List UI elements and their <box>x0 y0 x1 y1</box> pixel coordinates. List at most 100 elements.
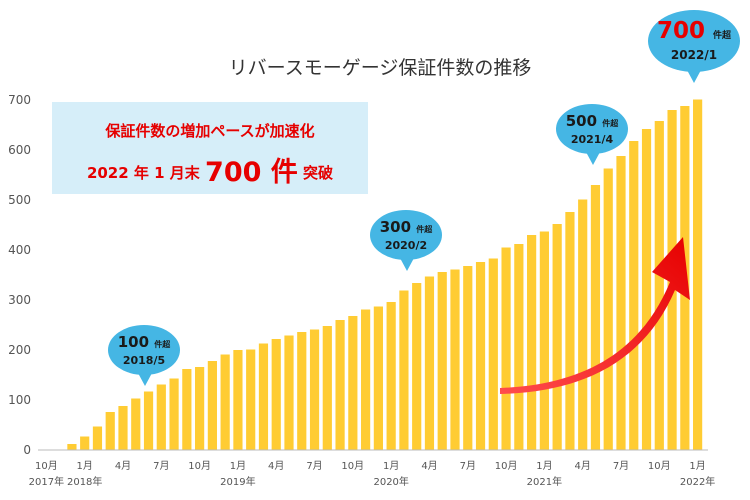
callout-date: 2020/2 <box>384 239 428 252</box>
callout-date: 2022/1 <box>670 48 718 62</box>
bar <box>322 326 332 450</box>
x-tick-label: 4月 <box>268 460 284 472</box>
bar <box>590 185 601 450</box>
bar <box>552 224 562 450</box>
x-tick-label: 7月 <box>153 460 169 472</box>
bar <box>258 343 269 450</box>
bar <box>641 129 652 450</box>
bar <box>297 332 307 450</box>
bar <box>348 316 358 450</box>
bar <box>118 406 128 450</box>
bar <box>105 412 115 450</box>
promo-suffix: 突破 <box>303 164 334 182</box>
x-tick-label: 1月 <box>536 460 552 472</box>
x-tick-label: 4月 <box>115 460 131 472</box>
bar <box>565 212 575 450</box>
y-axis: 0 100 200 300 400 500 600 700 <box>8 93 31 457</box>
promo-milestone: 2022 年 1 月末 700 件 突破 <box>52 150 368 189</box>
x-tick-label: 7月 <box>306 460 322 472</box>
callout-date: 2021/4 <box>570 133 614 146</box>
bar <box>80 436 90 450</box>
bar <box>156 384 166 450</box>
bar <box>143 391 154 450</box>
callout-100: 100 件超 2018/5 <box>108 325 180 386</box>
bar <box>501 247 511 450</box>
callout-number: 500 <box>565 112 598 130</box>
callout-unit: 件超 <box>713 31 732 41</box>
callout-unit: 件超 <box>602 119 619 128</box>
y-tick-label: 200 <box>8 343 31 357</box>
y-tick-label: 400 <box>8 243 31 257</box>
bar <box>693 99 703 450</box>
x-tick-label: 10月 <box>495 460 518 472</box>
bar <box>335 320 345 450</box>
bar <box>412 283 422 450</box>
bar <box>437 272 447 450</box>
bar <box>182 369 192 450</box>
bar <box>131 398 141 450</box>
x-tick-label: 10月 <box>35 460 58 472</box>
callout-unit: 件超 <box>154 340 171 349</box>
x-tick-label: 1月 <box>77 460 93 472</box>
bar <box>578 199 588 450</box>
callout-number: 700 <box>656 18 705 44</box>
bar <box>386 302 396 450</box>
bar <box>233 350 243 450</box>
bar <box>271 339 281 450</box>
x-tick-label: 1月 <box>230 460 246 472</box>
bar <box>373 306 383 450</box>
y-tick-label: 600 <box>8 143 31 157</box>
x-tick-label: 1月 <box>383 460 399 472</box>
callout-number: 300 <box>379 218 412 236</box>
promo-headline: 保証件数の増加ペースが加速化 <box>105 122 315 140</box>
bar <box>361 309 371 450</box>
x-axis: 10月 1月 4月 7月 10月 1月 4月 7月 10月 1月 4月 7月 10月 1月 4月 7月 10月 1… <box>29 460 716 488</box>
y-tick-label: 300 <box>8 293 31 307</box>
bar <box>514 244 524 450</box>
bar <box>629 141 639 450</box>
x-tick-label: 4月 <box>575 460 591 472</box>
bar <box>207 361 217 450</box>
x-tick-label: 10月 <box>341 460 364 472</box>
bar <box>220 354 230 450</box>
x-tick-label: 7月 <box>460 460 476 472</box>
callout-date: 2018/5 <box>122 354 166 367</box>
x-tick-label: 4月 <box>421 460 437 472</box>
bar <box>488 258 498 450</box>
bar <box>399 290 409 450</box>
growth-arrow <box>500 237 690 394</box>
bar <box>527 235 537 450</box>
y-tick-label: 700 <box>8 93 31 107</box>
bar <box>475 262 486 450</box>
bar <box>654 121 664 450</box>
bar <box>169 378 179 450</box>
callout-number: 100 <box>117 333 150 351</box>
bar <box>309 329 320 450</box>
x-year-label: 2018年 <box>67 475 102 488</box>
promo-box: 保証件数の増加ペースが加速化 2022 年 1 月末 700 件 突破 <box>52 102 368 194</box>
chart-title: リバースモーゲージ保証件数の推移 <box>229 57 532 79</box>
x-tick-label: 10月 <box>188 460 211 472</box>
callout-unit: 件超 <box>416 225 433 234</box>
bar <box>450 269 460 450</box>
callout-300: 300 件超 2020/2 <box>370 210 442 271</box>
y-tick-label: 500 <box>8 193 31 207</box>
bar <box>603 168 613 450</box>
bar <box>284 335 294 450</box>
y-tick-label: 100 <box>8 393 31 407</box>
promo-date: 2022 年 1 月末 <box>86 164 200 182</box>
bar <box>195 367 205 450</box>
bar <box>92 426 103 450</box>
y-tick-label: 0 <box>23 443 31 457</box>
callout-700: 700 件超 2022/1 <box>648 10 740 83</box>
x-tick-label: 10月 <box>648 460 671 472</box>
x-tick-label: 1月 <box>689 460 705 472</box>
x-tick-label: 7月 <box>613 460 629 472</box>
x-year-label: 2022年 <box>680 475 715 488</box>
bar <box>424 276 435 450</box>
promo-count: 700 件 <box>205 157 298 188</box>
bar <box>246 349 256 450</box>
x-year-label: 2017年 <box>29 475 64 488</box>
